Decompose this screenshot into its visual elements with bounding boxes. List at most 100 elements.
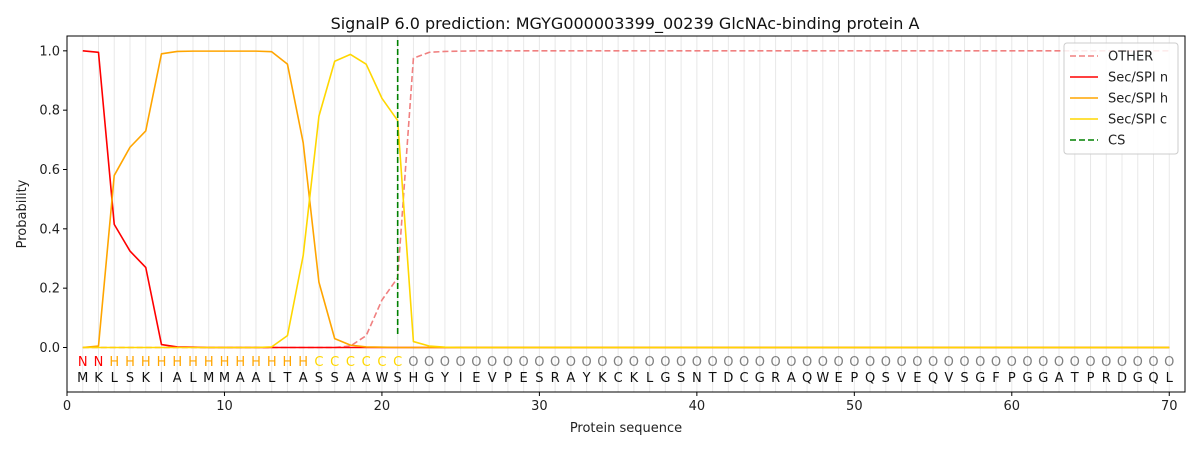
- residue-letter: K: [598, 371, 607, 386]
- residue-letter: G: [424, 371, 434, 386]
- residue-letter: K: [630, 371, 639, 386]
- residue-letter: T: [282, 371, 291, 386]
- legend-box: [1063, 42, 1179, 155]
- region-label: O: [487, 355, 497, 370]
- region-label: H: [141, 355, 151, 370]
- residue-letter: L: [111, 371, 119, 386]
- legend-label: OTHER: [1108, 50, 1153, 65]
- legend-label: Sec/SPI n: [1108, 71, 1168, 86]
- region-label: C: [314, 355, 323, 370]
- region-label: O: [1133, 355, 1143, 370]
- residue-letter: H: [409, 371, 419, 386]
- residue-letter: G: [1022, 371, 1032, 386]
- region-label: O: [739, 355, 749, 370]
- residue-letter: K: [94, 371, 103, 386]
- region-label: H: [267, 355, 277, 370]
- residue-letter: S: [394, 371, 402, 386]
- region-label: O: [881, 355, 891, 370]
- region-label: O: [440, 355, 450, 370]
- region-label: O: [471, 355, 481, 370]
- region-label: O: [818, 355, 828, 370]
- residue-letter: E: [472, 371, 480, 386]
- x-tick-label: 60: [1004, 399, 1021, 414]
- region-label: O: [1022, 355, 1032, 370]
- y-tick-label: 0.8: [39, 104, 60, 119]
- residue-letter: G: [660, 371, 670, 386]
- region-label: O: [928, 355, 938, 370]
- region-label: O: [519, 355, 529, 370]
- residue-letter: A: [299, 371, 308, 386]
- residue-letter: A: [252, 371, 261, 386]
- region-label: C: [346, 355, 355, 370]
- region-label: O: [1038, 355, 1048, 370]
- x-tick-label: 50: [846, 399, 863, 414]
- region-label: O: [912, 355, 922, 370]
- region-label: O: [975, 355, 985, 370]
- residue-letter: S: [535, 371, 543, 386]
- grid-layer: [82, 36, 1170, 392]
- residue-letter: E: [520, 371, 528, 386]
- residue-letter: C: [614, 371, 623, 386]
- region-label: C: [330, 355, 339, 370]
- region-label: O: [896, 355, 906, 370]
- chart-title: SignalP 6.0 prediction: MGYG000003399_00…: [331, 14, 920, 34]
- x-tick-label: 10: [216, 399, 233, 414]
- series-line-sec-spi-h: [82, 50, 1170, 349]
- residue-letter: C: [740, 371, 749, 386]
- region-label: H: [298, 355, 308, 370]
- region-label: N: [78, 355, 88, 370]
- region-label: O: [1164, 355, 1174, 370]
- residue-letter: D: [723, 371, 733, 386]
- region-label: O: [597, 355, 607, 370]
- residue-letter: A: [787, 371, 796, 386]
- residue-letter: I: [160, 371, 164, 386]
- region-label: O: [676, 355, 686, 370]
- y-tick-label: 0.6: [39, 163, 60, 178]
- legend-label: Sec/SPI c: [1108, 113, 1167, 128]
- residue-letter: V: [944, 371, 953, 386]
- residue-letter: M: [219, 371, 230, 386]
- region-label: O: [959, 355, 969, 370]
- residue-letter: N: [692, 371, 702, 386]
- residue-letter: D: [1117, 371, 1127, 386]
- series-line-other: [82, 50, 1170, 349]
- axis-layer: 0 10 20 30 40 50 60 70 0.0 0.2 0.4 0.6 0.8 1.0: [39, 44, 1177, 414]
- residue-letter: T: [708, 371, 717, 386]
- residue-letter: S: [960, 371, 968, 386]
- residue-letter: T: [1070, 371, 1079, 386]
- residue-letter: A: [1055, 371, 1064, 386]
- region-label: O: [566, 355, 576, 370]
- region-label: O: [802, 355, 812, 370]
- residue-letter: R: [551, 371, 560, 386]
- legend: OTHER Sec/SPI n Sec/SPI h Sec/SPI c CS: [1063, 42, 1179, 155]
- region-label: O: [1070, 355, 1080, 370]
- region-label: O: [645, 355, 655, 370]
- region-label: H: [188, 355, 198, 370]
- region-label: O: [408, 355, 418, 370]
- region-label: C: [393, 355, 402, 370]
- region-label: O: [613, 355, 623, 370]
- residue-letter: I: [459, 371, 463, 386]
- residue-letter: V: [488, 371, 497, 386]
- y-tick-label: 1.0: [39, 44, 60, 59]
- residue-letter: E: [834, 371, 842, 386]
- residue-letter: Q: [802, 371, 812, 386]
- x-tick-label: 0: [63, 399, 71, 414]
- plot-frame: [66, 35, 1186, 393]
- residue-letter: R: [771, 371, 780, 386]
- region-label: H: [204, 355, 214, 370]
- region-label: H: [157, 355, 167, 370]
- residue-letter: L: [268, 371, 276, 386]
- region-label: O: [582, 355, 592, 370]
- series-line-sec-spi-n: [82, 50, 1170, 349]
- x-tick-label: 30: [531, 399, 548, 414]
- series-layer: [82, 40, 1170, 349]
- region-label: C: [377, 355, 386, 370]
- residue-letter: L: [646, 371, 654, 386]
- residue-letter: A: [173, 371, 182, 386]
- residue-letter: A: [362, 371, 371, 386]
- region-label: O: [1117, 355, 1127, 370]
- residue-letter: L: [1166, 371, 1174, 386]
- residue-letter: G: [755, 371, 765, 386]
- residue-letter: S: [126, 371, 134, 386]
